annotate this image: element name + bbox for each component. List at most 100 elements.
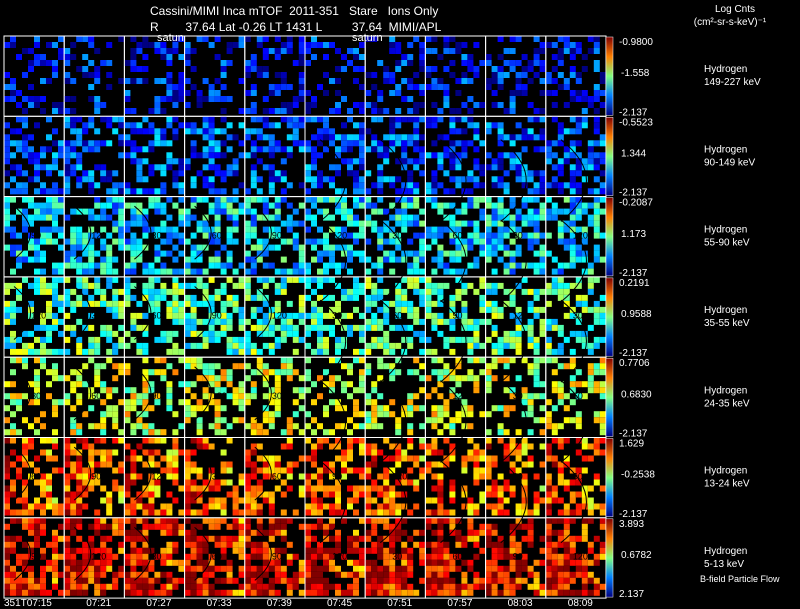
data-pixel [593,306,600,313]
data-pixel [130,571,137,578]
data-pixel [497,535,504,542]
data-pixel [130,108,137,114]
data-pixel [208,90,215,96]
data-pixel [419,547,426,554]
data-pixel [160,559,167,566]
data-pixel [154,357,161,364]
data-pixel [353,176,359,183]
data-pixel [353,541,359,548]
data-pixel [286,541,293,548]
data-pixel [154,78,161,84]
data-pixel [202,226,209,233]
data-pixel [359,196,365,203]
data-pixel [581,54,588,60]
data-pixel [202,96,209,102]
data-pixel [407,306,414,313]
data-pixel [136,547,143,554]
data-pixel [347,164,353,171]
data-pixel [443,517,450,524]
data-pixel [292,116,299,123]
data-pixel [497,220,504,227]
data-pixel [455,158,462,165]
data-pixel [130,66,137,72]
data-pixel [341,262,347,269]
data-pixel [100,541,107,548]
data-pixel [449,122,456,129]
data-pixel [347,541,353,548]
data-pixel [214,164,221,171]
data-pixel [226,276,233,283]
data-pixel [280,363,287,370]
data-pixel [467,176,474,183]
data-pixel [166,517,173,524]
data-pixel [166,503,173,510]
data-pixel [395,244,402,251]
data-pixel [311,164,317,171]
data-pixel [521,232,528,239]
data-pixel [533,559,540,566]
data-pixel [220,306,227,313]
data-pixel [599,503,606,510]
data-pixel [94,583,101,590]
data-pixel [4,72,10,78]
data-pixel [268,417,275,424]
data-pixel [317,485,323,492]
data-pixel [341,363,347,370]
data-pixel [184,300,191,307]
data-pixel [10,547,16,554]
pitch-angle-contour [134,286,152,340]
data-pixel [244,503,251,510]
data-pixel [593,208,600,215]
data-pixel [479,529,486,536]
data-pixel [395,324,402,331]
data-pixel [329,467,335,474]
data-pixel [28,96,34,102]
data-pixel [569,96,576,102]
data-pixel [256,146,263,153]
data-pixel [503,244,510,251]
data-pixel [46,134,52,141]
data-pixel [148,122,155,129]
data-pixel [305,523,311,530]
data-pixel [130,54,137,60]
data-pixel [250,571,257,578]
data-pixel [569,399,576,406]
data-pixel [106,565,113,572]
data-pixel [256,116,263,123]
data-pixel [503,226,510,233]
data-pixel [142,529,149,536]
data-pixel [184,497,191,504]
data-pixel [64,170,71,177]
data-pixel [323,535,329,542]
data-pixel [250,449,257,456]
data-pixel [280,336,287,343]
data-pixel [545,208,552,215]
data-pixel [431,196,438,203]
data-pixel [563,102,570,108]
data-pixel [184,294,191,301]
data-pixel [473,336,480,343]
data-pixel [88,577,95,584]
data-pixel [437,54,444,60]
data-pixel [142,559,149,566]
data-pixel [238,42,245,48]
data-pixel [154,196,161,203]
data-pixel [208,134,215,141]
data-pixel [64,276,71,283]
data-pixel [76,226,83,233]
data-pixel [335,226,341,233]
data-pixel [220,300,227,307]
data-pixel [593,312,600,319]
data-pixel [317,330,323,337]
data-pixel [232,509,239,516]
data-pixel [371,565,378,572]
data-pixel [40,523,46,530]
data-pixel [593,381,600,388]
data-pixel [317,196,323,203]
data-pixel [298,318,305,325]
data-pixel [190,244,197,251]
data-pixel [335,491,341,498]
data-pixel [112,449,119,456]
data-pixel [533,268,540,275]
data-pixel [100,363,107,370]
